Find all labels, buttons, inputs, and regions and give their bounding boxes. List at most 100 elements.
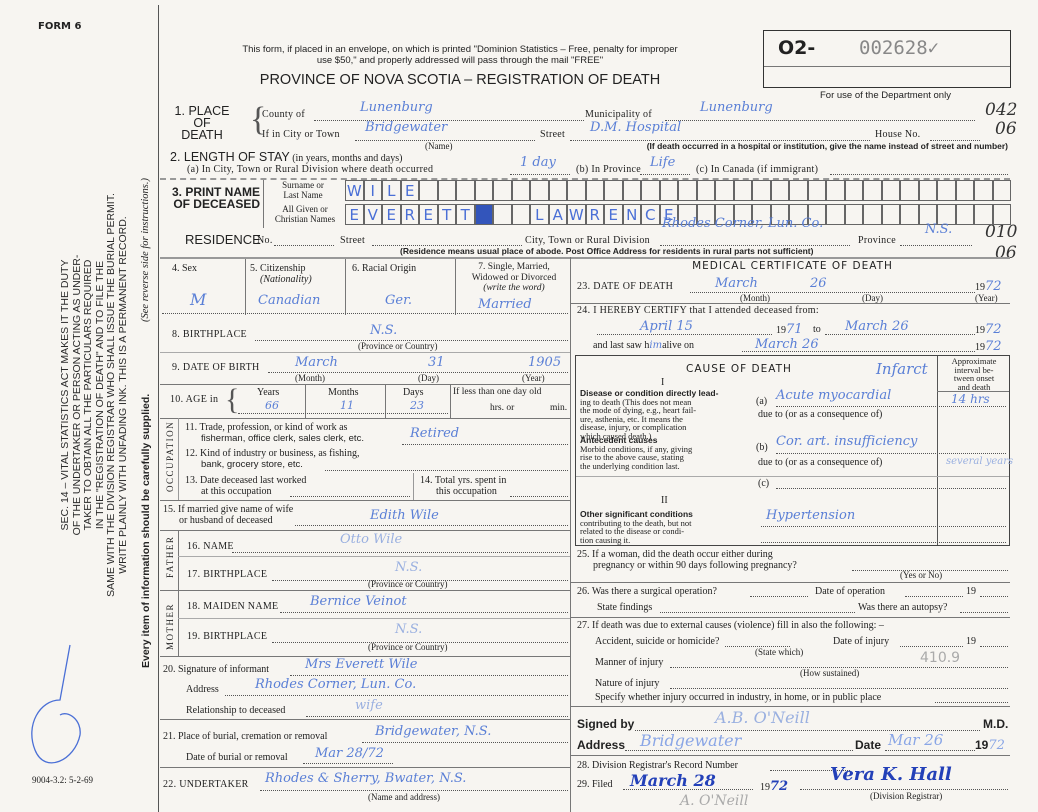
age-days[interactable]: 23 xyxy=(410,399,424,412)
burial-place-value[interactable]: Bridgewater, N.S. xyxy=(375,724,492,739)
name-letter-box[interactable] xyxy=(974,204,993,225)
name-letter-box[interactable] xyxy=(622,180,641,201)
name-letter-box[interactable] xyxy=(678,204,697,225)
name-letter-box[interactable]: E xyxy=(419,204,438,225)
father-birthplace-value[interactable]: N.S. xyxy=(395,560,423,575)
city-value[interactable]: Bridgewater xyxy=(365,120,448,135)
name-letter-box[interactable] xyxy=(789,180,808,201)
name-letter-box[interactable] xyxy=(456,180,475,201)
name-letter-box[interactable]: C xyxy=(641,204,660,225)
name-letter-box[interactable] xyxy=(937,180,956,201)
name-letter-box[interactable]: E xyxy=(400,180,419,201)
street-value[interactable]: D.M. Hospital xyxy=(590,120,682,135)
name-letter-box[interactable]: W xyxy=(567,204,586,225)
name-letter-box[interactable] xyxy=(437,180,456,201)
attended-from[interactable]: April 15 xyxy=(640,319,693,334)
from-year-value[interactable]: 71 xyxy=(786,322,803,337)
cause-a-value[interactable]: Acute myocardial xyxy=(776,388,892,403)
name-letter-box[interactable] xyxy=(678,180,697,201)
name-letter-box[interactable] xyxy=(641,180,660,201)
stay-a-value[interactable]: 1 day xyxy=(520,155,556,170)
death-month[interactable]: March xyxy=(715,276,758,291)
signed-date-value[interactable]: Mar 26 xyxy=(888,731,944,749)
name-letter-box[interactable] xyxy=(974,180,993,201)
to-year-value[interactable]: 72 xyxy=(985,322,1002,337)
name-letter-box[interactable]: E xyxy=(659,204,678,225)
dob-month[interactable]: March xyxy=(295,355,338,370)
name-letter-box[interactable] xyxy=(955,204,974,225)
informant-address-value[interactable]: Rhodes Corner, Lun. Co. xyxy=(255,677,417,692)
name-letter-box[interactable]: V xyxy=(363,204,382,225)
name-letter-box[interactable] xyxy=(863,204,882,225)
age-months[interactable]: 11 xyxy=(340,399,354,412)
name-letter-box[interactable] xyxy=(585,180,604,201)
municipality-value[interactable]: Lunenburg xyxy=(700,100,773,115)
name-letter-box[interactable] xyxy=(918,180,937,201)
name-letter-box[interactable] xyxy=(881,204,900,225)
death-year-value[interactable]: 72 xyxy=(985,279,1002,294)
name-letter-box[interactable]: I xyxy=(363,180,382,201)
name-letter-box[interactable] xyxy=(826,180,845,201)
name-letter-box[interactable] xyxy=(992,180,1011,201)
filed-year-value[interactable]: 72 xyxy=(770,779,789,794)
name-letter-box[interactable]: N xyxy=(622,204,641,225)
cause-note[interactable]: Infarct xyxy=(876,360,928,378)
cause-b-value[interactable]: Cor. art. insufficiency xyxy=(776,434,918,449)
county-value[interactable]: Lunenburg xyxy=(360,100,433,115)
spouse-value[interactable]: Edith Wile xyxy=(370,508,439,523)
birthplace-value[interactable]: N.S. xyxy=(370,323,398,338)
name-letter-box[interactable]: T xyxy=(437,204,456,225)
name-letter-box[interactable] xyxy=(900,180,919,201)
name-letter-box[interactable] xyxy=(844,204,863,225)
cause-a-interval[interactable]: 14 hrs xyxy=(951,392,990,406)
relationship-value[interactable]: wife xyxy=(355,698,383,713)
trade-value[interactable]: Retired xyxy=(410,426,460,441)
name-letter-box[interactable] xyxy=(937,204,956,225)
name-letter-box[interactable] xyxy=(419,180,438,201)
name-letter-box[interactable] xyxy=(826,204,845,225)
name-letter-box[interactable] xyxy=(770,180,789,201)
name-letter-box[interactable] xyxy=(900,204,919,225)
name-letter-box[interactable]: L xyxy=(382,180,401,201)
dob-year[interactable]: 1905 xyxy=(528,355,562,370)
name-letter-box[interactable]: E xyxy=(345,204,364,225)
name-letter-box[interactable] xyxy=(511,180,530,201)
name-letter-box[interactable] xyxy=(604,180,623,201)
name-letter-box[interactable] xyxy=(659,180,678,201)
name-letter-box[interactable] xyxy=(548,180,567,201)
attended-to[interactable]: March 26 xyxy=(845,319,909,334)
name-letter-box[interactable] xyxy=(733,180,752,201)
racial-origin-value[interactable]: Ger. xyxy=(385,293,412,308)
last-saw-him[interactable]: im xyxy=(649,340,663,351)
name-letter-box[interactable]: R xyxy=(400,204,419,225)
name-letter-box[interactable] xyxy=(511,204,530,225)
name-letter-box[interactable] xyxy=(493,204,512,225)
name-letter-box[interactable] xyxy=(493,180,512,201)
dob-day[interactable]: 31 xyxy=(428,355,445,370)
name-letter-box[interactable] xyxy=(752,180,771,201)
residence-city-value[interactable]: Rhodes Corner, Lun. Co. xyxy=(662,216,824,231)
undertaker-value[interactable]: Rhodes & Sherry, Bwater, N.S. xyxy=(265,771,467,786)
marital-value[interactable]: Married xyxy=(478,297,532,312)
last-saw-year-value[interactable]: 72 xyxy=(985,339,1002,354)
sex-value[interactable]: M xyxy=(190,290,207,309)
name-letter-box[interactable]: E xyxy=(382,204,401,225)
name-letter-box[interactable] xyxy=(733,204,752,225)
name-letter-box[interactable] xyxy=(752,204,771,225)
citizenship-value[interactable]: Canadian xyxy=(258,293,321,308)
informant-value[interactable]: Mrs Everett Wile xyxy=(305,657,418,672)
physician-signature[interactable]: A.B. O'Neill xyxy=(715,708,810,727)
age-years[interactable]: 66 xyxy=(265,399,279,412)
name-letter-box[interactable]: W xyxy=(345,180,364,201)
other-conditions-value[interactable]: Hypertension xyxy=(766,508,856,523)
name-letter-box[interactable] xyxy=(863,180,882,201)
residence-province-value[interactable]: N.S. xyxy=(925,222,953,237)
filed-date[interactable]: March 28 xyxy=(630,771,716,790)
name-letter-box[interactable]: L xyxy=(530,204,549,225)
name-letter-box[interactable] xyxy=(715,204,734,225)
name-letter-box[interactable]: T xyxy=(456,204,475,225)
name-letter-box[interactable] xyxy=(696,204,715,225)
cause-b-interval[interactable]: several years xyxy=(946,456,1014,467)
mother-maiden-value[interactable]: Bernice Veinot xyxy=(310,594,407,609)
name-letter-box[interactable] xyxy=(474,204,493,225)
